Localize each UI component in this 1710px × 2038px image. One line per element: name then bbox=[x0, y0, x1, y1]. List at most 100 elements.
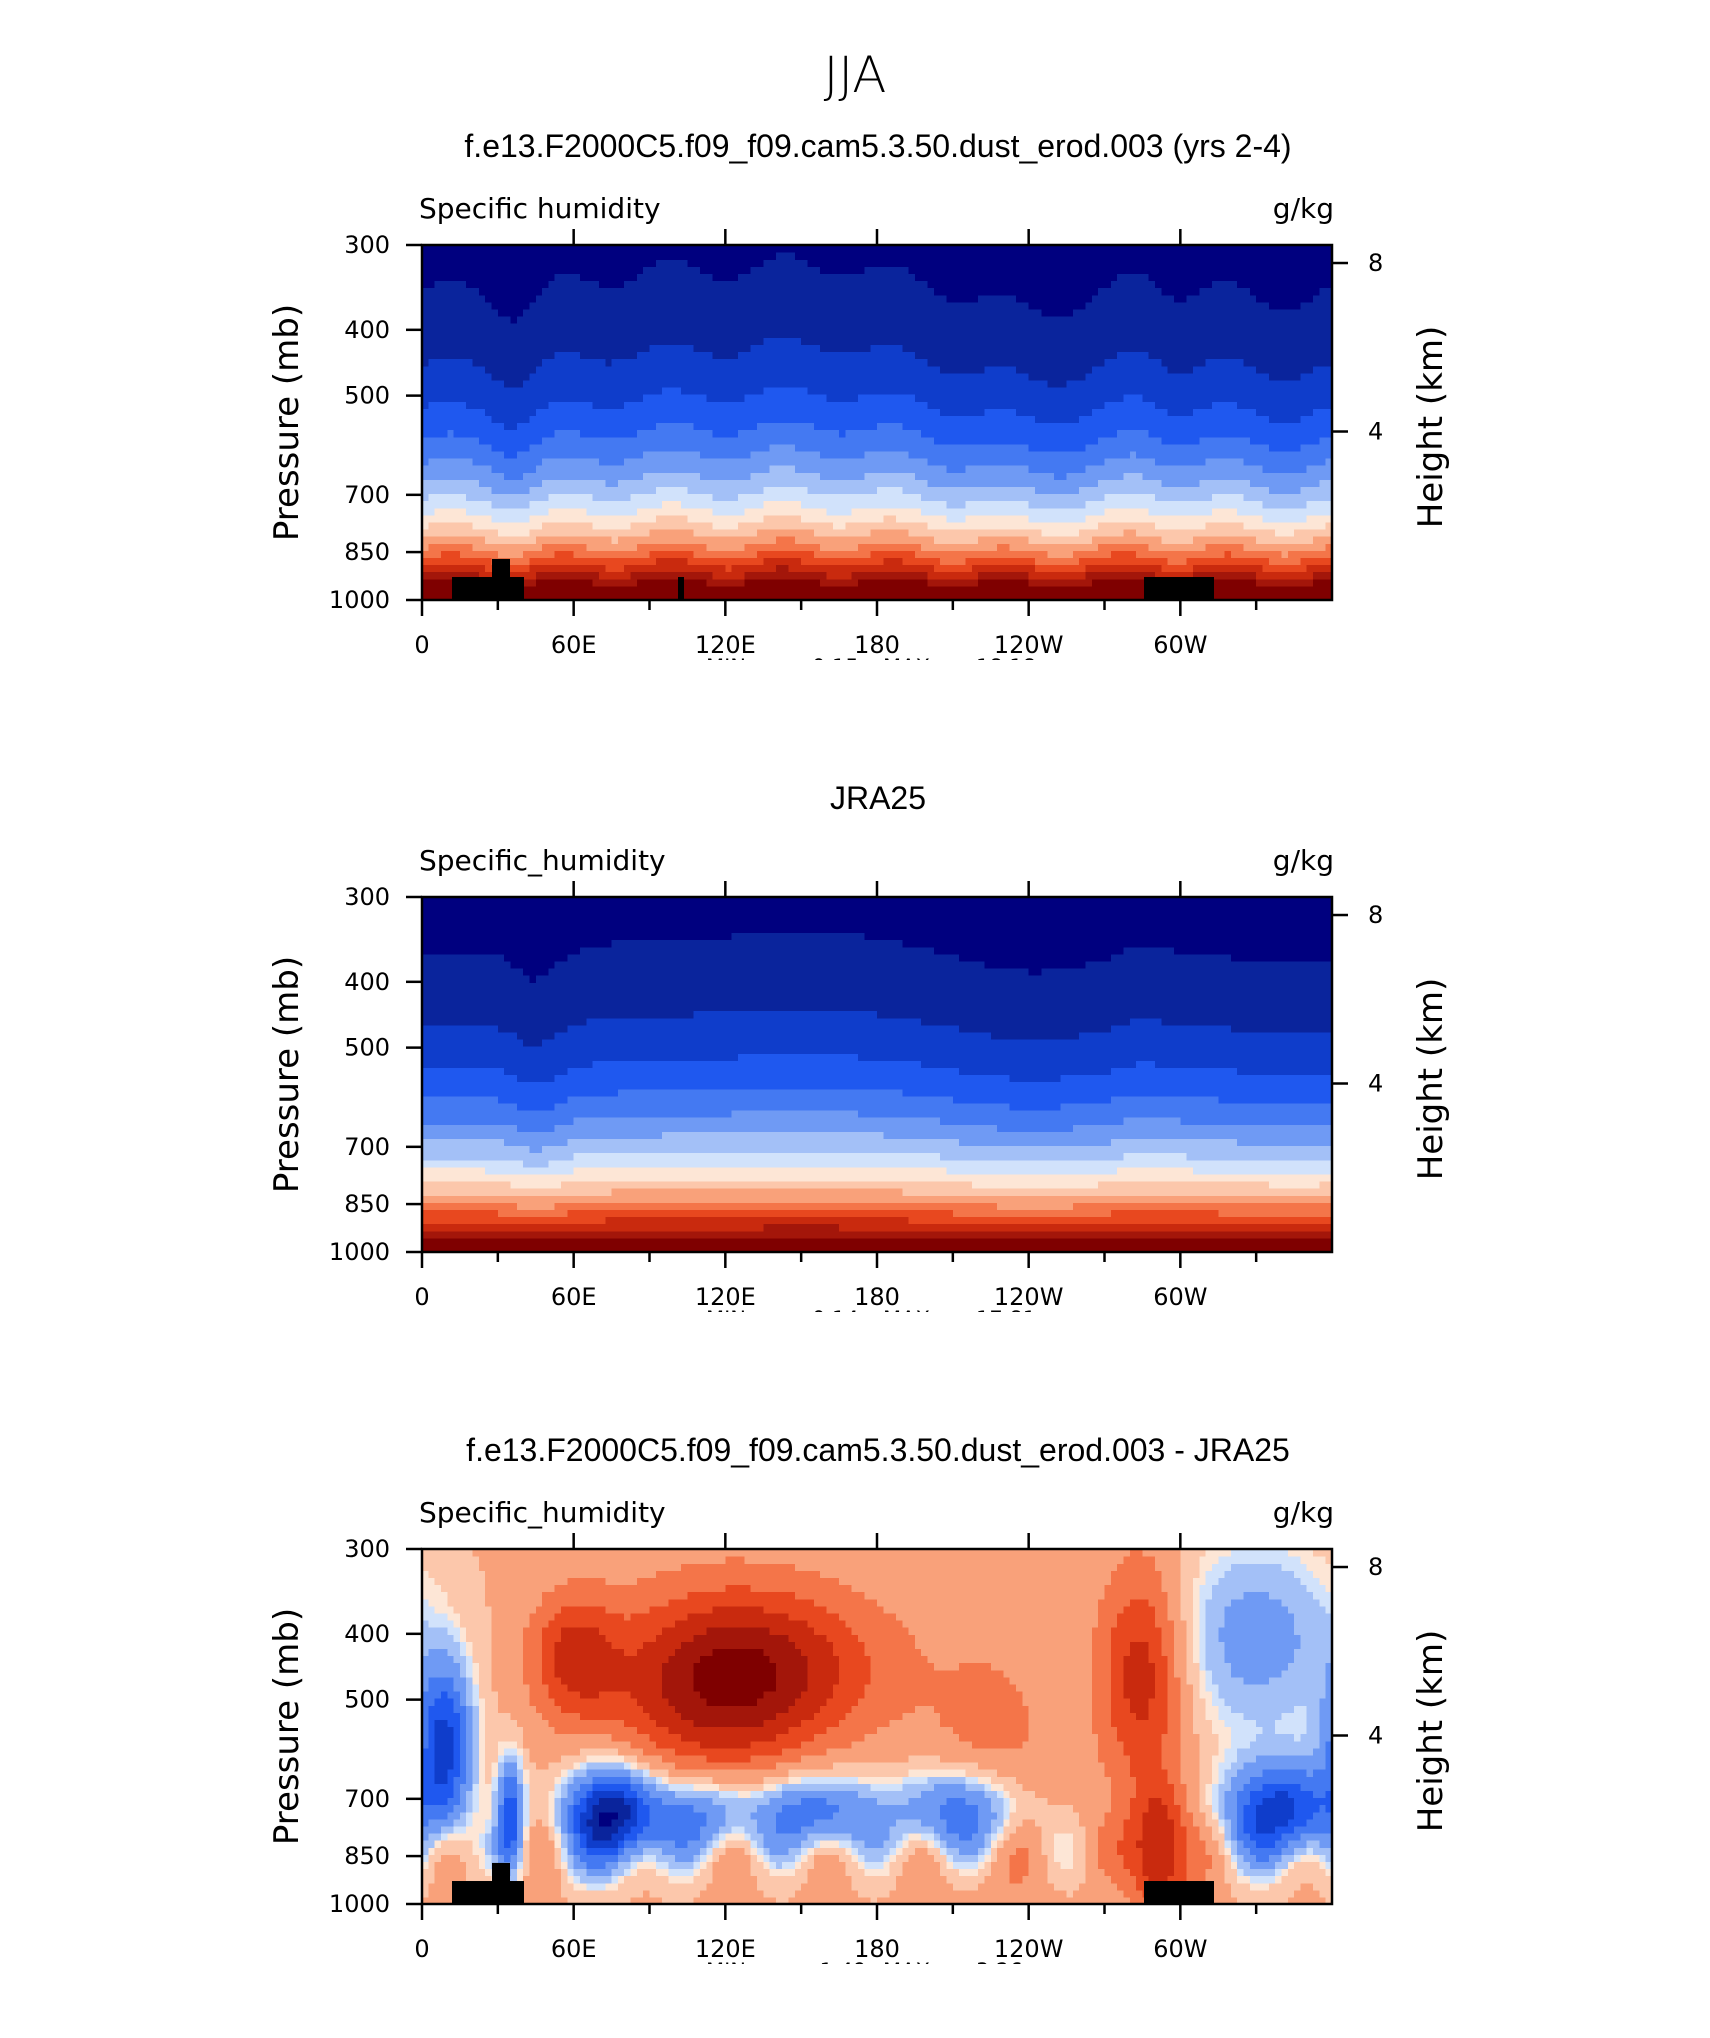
contour-cell bbox=[1098, 422, 1106, 431]
contour-cell bbox=[655, 592, 663, 601]
contour-cell bbox=[839, 408, 846, 416]
contour-cell bbox=[1060, 529, 1068, 537]
contour-cell bbox=[807, 543, 815, 551]
contour-cell bbox=[1243, 543, 1251, 551]
contour-cell bbox=[1313, 493, 1320, 502]
contour-cell bbox=[428, 564, 436, 573]
contour-cell bbox=[1268, 472, 1276, 480]
contour-cell bbox=[946, 529, 954, 537]
contour-cell bbox=[832, 592, 840, 601]
contour-cell bbox=[535, 585, 543, 594]
contour-cell bbox=[1174, 571, 1181, 580]
contour-cell bbox=[529, 429, 537, 438]
contour-cell bbox=[788, 429, 796, 438]
contour-cell bbox=[813, 372, 821, 381]
contour-cell bbox=[1009, 486, 1017, 495]
contour-cell bbox=[459, 351, 467, 360]
contour-cell bbox=[1060, 436, 1068, 445]
contour-cell bbox=[573, 372, 581, 381]
contour-cell bbox=[801, 486, 809, 495]
contour-cell bbox=[1249, 557, 1257, 566]
contour-cell bbox=[782, 472, 790, 480]
contour-cell bbox=[1199, 493, 1207, 502]
contour-cell bbox=[782, 536, 790, 544]
contour-cell bbox=[794, 408, 802, 416]
contour-cell bbox=[504, 543, 512, 551]
contour-cell bbox=[775, 592, 783, 601]
contour-cell bbox=[788, 479, 796, 487]
contour-cell bbox=[529, 436, 537, 445]
contour-cell bbox=[1287, 493, 1295, 502]
contour-cell bbox=[643, 358, 651, 367]
contour-cell bbox=[826, 401, 834, 409]
contour-cell bbox=[466, 422, 474, 431]
contour-cell bbox=[731, 379, 739, 388]
contour-cell bbox=[1268, 500, 1276, 509]
contour-cell bbox=[820, 486, 828, 495]
contour-cell bbox=[864, 465, 872, 473]
contour-cell bbox=[504, 351, 512, 360]
contour-cell bbox=[820, 372, 828, 381]
contour-cell bbox=[548, 429, 556, 438]
contour-cell bbox=[1098, 514, 1106, 523]
contour-cell bbox=[598, 387, 606, 395]
contour-cell bbox=[453, 479, 461, 487]
contour-cell bbox=[542, 571, 549, 580]
contour-cell bbox=[1123, 443, 1131, 452]
contour-cell bbox=[523, 408, 531, 416]
contour-cell bbox=[1028, 436, 1036, 445]
contour-cell bbox=[586, 443, 594, 452]
contour-cell bbox=[1275, 422, 1283, 431]
contour-cell bbox=[990, 507, 998, 516]
contour-cell bbox=[1224, 557, 1232, 566]
contour-cell bbox=[990, 422, 998, 431]
contour-cell bbox=[807, 358, 815, 367]
contour-cell bbox=[504, 486, 512, 495]
contour-cell bbox=[908, 585, 916, 594]
contour-cell bbox=[782, 479, 790, 487]
contour-cell bbox=[478, 358, 486, 367]
contour-cell bbox=[1028, 564, 1036, 573]
contour-cell bbox=[1205, 486, 1213, 495]
contour-cell bbox=[801, 351, 809, 360]
contour-cell bbox=[1117, 436, 1125, 445]
contour-cell bbox=[1161, 479, 1169, 487]
contour-cell bbox=[554, 472, 562, 480]
contour-cell bbox=[605, 443, 613, 452]
contour-cell bbox=[422, 472, 429, 480]
contour-cell bbox=[1174, 514, 1181, 523]
contour-cell bbox=[895, 351, 903, 360]
contour-cell bbox=[1243, 429, 1251, 438]
contour-cell bbox=[1022, 387, 1030, 395]
contour-cell bbox=[921, 564, 929, 573]
contour-cell bbox=[839, 379, 846, 388]
contour-cell bbox=[820, 571, 828, 580]
contour-cell bbox=[858, 557, 865, 566]
contour-cell bbox=[914, 422, 922, 431]
contour-cell bbox=[611, 379, 619, 388]
contour-cell bbox=[744, 443, 752, 452]
contour-cell bbox=[959, 429, 967, 438]
contour-cell bbox=[864, 472, 872, 480]
contour-cell bbox=[491, 372, 499, 381]
contour-cell bbox=[914, 550, 922, 558]
contour-cell bbox=[598, 564, 606, 573]
contour-cell bbox=[1028, 557, 1036, 566]
contour-cell bbox=[1016, 585, 1023, 594]
contour-cell bbox=[997, 486, 1004, 495]
contour-cell bbox=[1016, 550, 1023, 558]
contour-cell bbox=[1325, 422, 1333, 431]
contour-cell bbox=[504, 500, 512, 509]
contour-cell bbox=[1300, 436, 1308, 445]
contour-cell bbox=[864, 571, 872, 580]
contour-cell bbox=[807, 450, 815, 459]
contour-cell bbox=[1022, 514, 1030, 523]
contour-cell bbox=[719, 379, 726, 388]
contour-cell bbox=[440, 415, 448, 424]
contour-cell bbox=[952, 493, 960, 502]
contour-cell bbox=[1306, 429, 1314, 438]
contour-cell bbox=[1167, 536, 1175, 544]
contour-cell bbox=[1281, 543, 1289, 551]
contour-cell bbox=[592, 401, 600, 409]
contour-cell bbox=[712, 465, 720, 473]
